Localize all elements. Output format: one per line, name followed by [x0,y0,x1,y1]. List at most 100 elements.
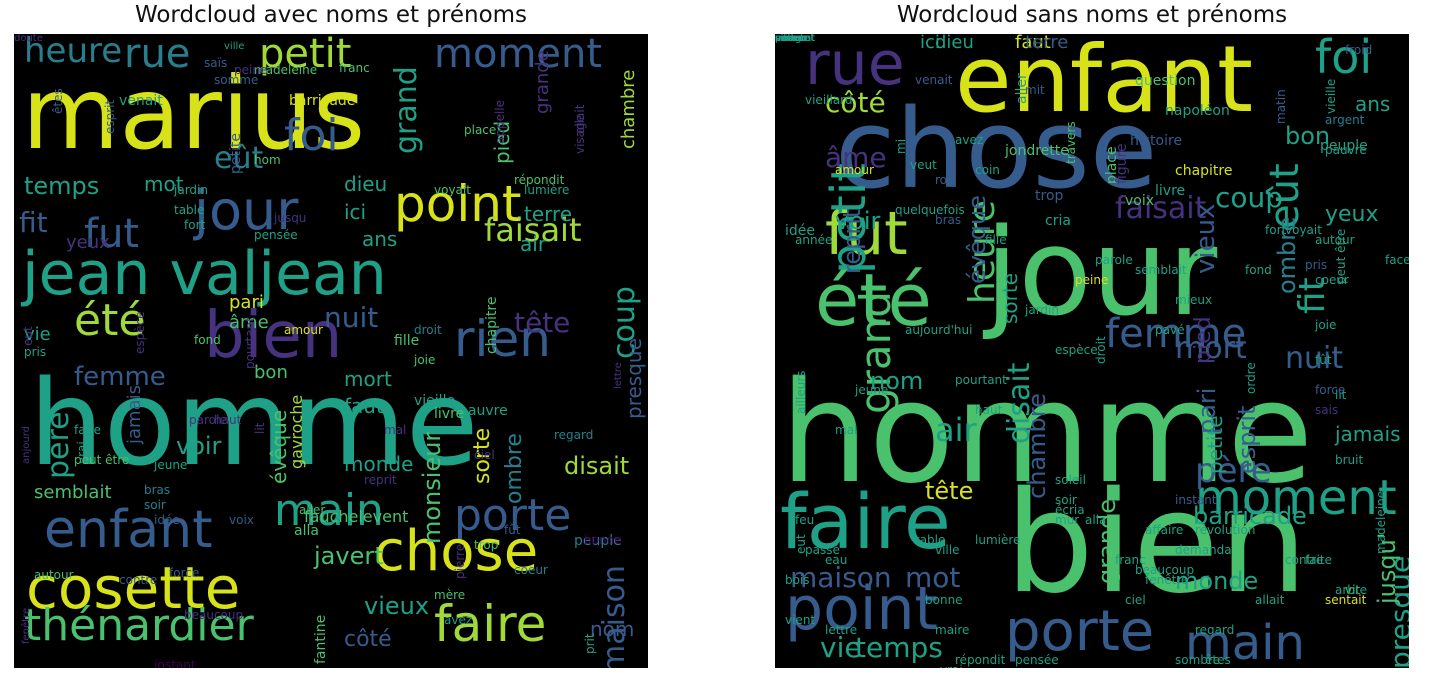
wordcloud-word: pavé [1155,323,1185,337]
wordcloud-word: cosette [26,554,241,622]
wordcloud-word: révolution [1195,523,1256,537]
wordcloud-word: chose [835,85,1158,213]
wordcloud-word: reprit [364,473,397,487]
wordcloud-word: fauchelevent [304,507,409,526]
wordcloud-word: appelle [493,99,507,144]
wordcloud-word: anjourd [21,426,32,464]
wordcloud-word: sentait [1325,593,1367,607]
wordcloud-word: chose [374,519,539,584]
wordcloud-word: homme [29,354,479,492]
wordcloud-word: homme [780,352,1314,515]
wordcloud-word: père [41,411,76,479]
wordcloud-word: minute [775,34,811,44]
wordcloud-word: enfant [955,34,1254,133]
wordcloud-word: jeune [154,458,188,472]
wordcloud-word: vie [820,631,862,664]
wordcloud-word: haut [975,403,1003,417]
wordcloud-word: barricade [289,93,356,109]
wordcloud-word: sais [1315,403,1339,417]
wordcloud-word: feu [795,513,815,527]
wordcloud-word: trop [1035,188,1064,204]
wordcloud-word: ville [935,543,960,557]
wordcloud-word: vieux [1191,203,1221,274]
wordcloud-word: jour [194,179,299,242]
wordcloud-word: beaucoup [1135,563,1195,577]
wordcloud-word: histoire [1130,133,1183,149]
wordcloud-word: bien [204,299,343,373]
wordcloud-word: mal [384,423,407,437]
wordcloud-word: quelquefois [895,203,965,217]
wordcloud-word: fût [504,523,521,537]
wordcloud-word: maire [935,623,970,637]
wordcloud-word: foi [1315,34,1373,84]
wordcloud-word: livre [1155,183,1186,199]
right-panel-title: Wordcloud sans noms et prénoms [896,2,1288,28]
wordcloud-word: petite [228,133,244,174]
wordcloud-word: peut être [1334,228,1348,284]
wordcloud-word: marius [22,55,366,172]
wordcloud-word: monde [344,452,414,476]
wordcloud-word: été [74,295,146,346]
wordcloud-word: madeleine [1374,490,1388,554]
wordcloud-word: pensée [1015,653,1059,667]
wordcloud-word: vieux [364,592,430,620]
wordcloud-word: point [785,574,939,644]
wordcloud-word: vit [1345,583,1361,597]
wordcloud-word: enfant [44,500,213,560]
wordcloud-word: ombre [502,433,527,504]
wordcloud-word: disait [564,452,630,480]
wordcloud-word: joie [1315,318,1337,332]
wordcloud-word: parole [189,413,227,427]
wordcloud-word: franc [1115,553,1146,567]
wordcloud-word: pauvre [1325,143,1367,157]
wordcloud-word: demanda [1175,543,1232,557]
wordcloud-word: venait [119,93,163,109]
wordcloud-word: fort [1265,223,1287,237]
wordcloud-word: fantine [313,614,329,664]
wordcloud-word: allait [573,104,587,134]
wordcloud-word: peut être [74,453,130,467]
wordcloud-word: moment [434,34,603,77]
wordcloud-word: mit [1025,83,1045,97]
wordcloud-word: petit [259,34,352,77]
wordcloud-word: joie [414,353,436,367]
wordcloud-word: fenêtre [1145,573,1189,587]
wordcloud-word: reprit [838,208,866,274]
wordcloud-word: table [915,533,946,547]
wordcloud-word: rue [805,34,905,99]
wordcloud-word: lit [1335,388,1347,402]
wordcloud-word: petite [1203,415,1227,474]
wordcloud-word: faut [1015,34,1051,53]
wordcloud-word: napoléon [1165,103,1230,119]
wordcloud-word: monde [1175,567,1259,595]
wordcloud-word: fenêtre [21,607,32,644]
wordcloud-word: table [174,203,205,217]
wordcloud-word: peuple [574,533,622,549]
wordcloud-word: soir [144,498,166,512]
wordcloud-word: dieu [935,34,974,53]
wordcloud-word: vrai [940,664,963,668]
wordcloud-word: fille [985,233,1007,247]
wordcloud-word: faite [74,423,101,437]
wordcloud-word: lumière [975,533,1021,547]
wordcloud-word: autour [34,568,74,582]
wordcloud-word: peine [1075,273,1109,287]
wordcloud-word: semblait [1135,263,1187,277]
wordcloud-word: faisait [1115,191,1207,226]
wordcloud-word: froid [1345,43,1373,57]
wordcloud-word: roi [935,173,951,187]
wordcloud-word: voyait [434,183,471,197]
wordcloud-word: venait [915,73,953,87]
wordcloud-word: faite [1305,553,1332,567]
wordcloud-word: prit [583,633,597,654]
wordcloud-word: mi [894,138,908,154]
wordcloud-word: pari [229,292,264,313]
wordcloud-word: mur [1055,513,1080,527]
wordcloud-word: répondit [955,653,1006,667]
wordcloud-word: passant [775,34,815,44]
wordcloud-word: évêque [267,409,291,484]
wordcloud-word: aller [299,503,326,517]
wordcloud-word: avez [955,133,984,147]
wordcloud-word: rue [124,34,191,77]
wordcloud-word: saïs [204,56,228,70]
